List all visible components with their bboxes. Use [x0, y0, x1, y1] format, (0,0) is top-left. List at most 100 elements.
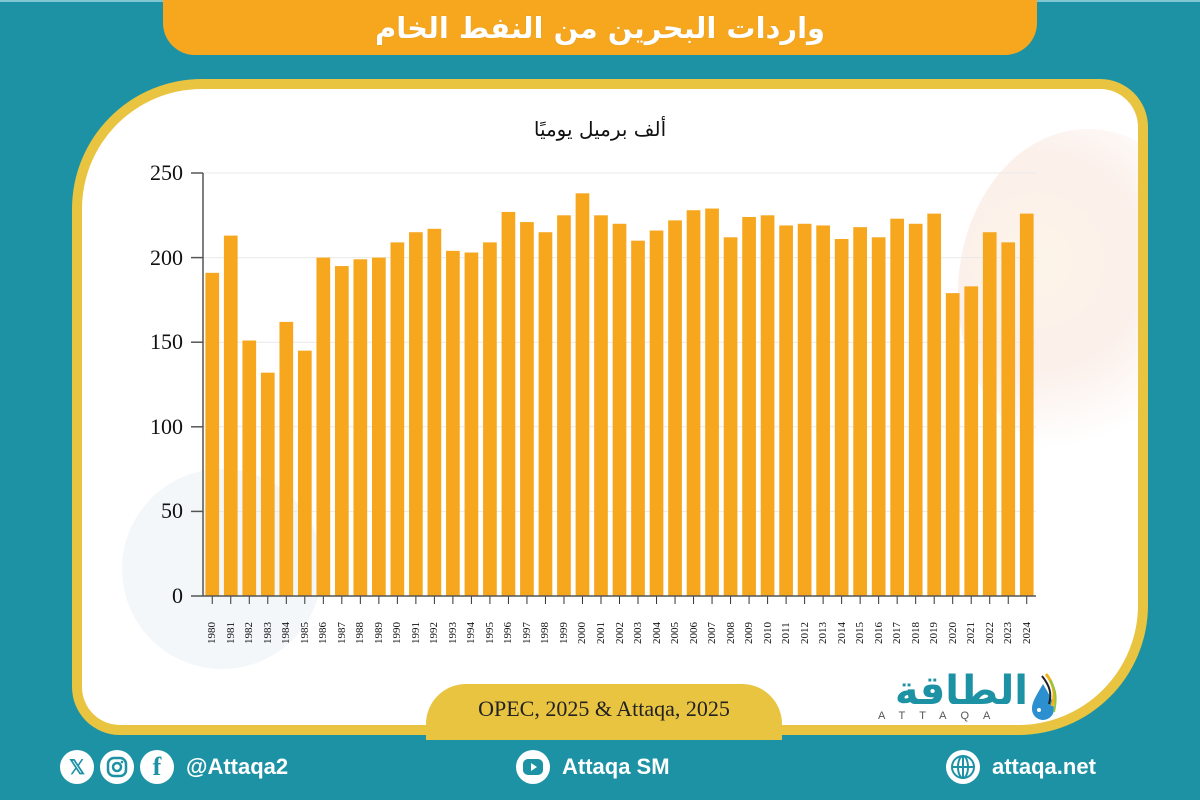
bar: [612, 223, 627, 596]
bar: [594, 215, 608, 597]
bar: [353, 259, 368, 596]
x-tick-label: 2003: [632, 622, 644, 644]
x-tick-label: 2006: [687, 622, 700, 644]
youtube-link[interactable]: Attaqa SM: [516, 750, 670, 784]
bar: [242, 340, 257, 596]
bar: [501, 211, 516, 596]
x-tick-label: 2021: [965, 622, 978, 644]
logo-arabic-text: الطاقة: [894, 668, 1028, 714]
x-tick-label: 1992: [428, 622, 441, 644]
x-tick-label: 2012: [798, 622, 811, 644]
x-tick-label: 2016: [872, 622, 885, 644]
bar: [705, 208, 719, 597]
x-tick-label: 1981: [224, 622, 237, 644]
bar: [649, 230, 664, 596]
chart-title: واردات البحرين من النفط الخام: [374, 10, 826, 45]
bar: [797, 223, 812, 596]
bar: [446, 250, 460, 596]
x-tick-label: 2011: [780, 622, 793, 644]
bar: [1001, 242, 1016, 596]
x-tick-label: 2007: [706, 622, 719, 644]
bar: [816, 225, 830, 596]
bar: [945, 293, 960, 596]
bar: [834, 238, 849, 596]
x-tick-label: 2013: [817, 622, 830, 644]
bar: [871, 237, 886, 596]
x-tick-label: 1990: [391, 622, 404, 644]
bar: [760, 215, 775, 597]
x-tick-label: 2010: [761, 622, 774, 644]
x-tick-label: 2015: [854, 622, 867, 644]
y-tick-label: 50: [161, 498, 183, 524]
y-tick-label: 250: [150, 160, 183, 185]
y-axis-unit-label: ألف برميل يوميًا: [533, 117, 667, 141]
x-tick-label: 1995: [483, 622, 496, 644]
y-tick-label: 100: [150, 413, 183, 439]
instagram-icon[interactable]: [100, 750, 134, 784]
bar: [316, 257, 331, 596]
source-text: OPEC, 2025 & Attaqa, 2025: [478, 696, 730, 721]
x-tick-label: 2009: [743, 622, 756, 644]
bar: [427, 228, 442, 596]
x-tick-label: 1998: [539, 622, 552, 644]
x-tick-label: 1980: [206, 622, 219, 644]
x-tick-label: 1994: [465, 622, 478, 644]
x-tick-label: 2022: [983, 622, 996, 644]
bar: [279, 321, 294, 596]
x-tick-label: 1993: [446, 622, 459, 644]
website-link[interactable]: attaqa.net: [946, 750, 1096, 784]
facebook-icon[interactable]: f: [140, 750, 174, 784]
bar: [390, 242, 405, 596]
footer: 𝕏 f @Attaqa2 Attaqa SM attaqa.net: [0, 740, 1200, 800]
x-tick-label: 2008: [724, 622, 737, 644]
bar: [1019, 213, 1034, 596]
bar: [557, 215, 571, 597]
youtube-channel[interactable]: Attaqa SM: [562, 754, 670, 779]
x-icon[interactable]: 𝕏: [60, 750, 94, 784]
title-banner: واردات البحرين من النفط الخام: [163, 0, 1037, 55]
bar: [409, 232, 423, 596]
y-tick-label: 0: [172, 583, 183, 608]
x-tick-label: 1988: [354, 622, 367, 644]
bar: [890, 218, 905, 596]
x-tick-label: 2000: [576, 622, 589, 644]
bar: [575, 193, 590, 596]
bar: [723, 237, 738, 596]
bar: [205, 272, 220, 596]
x-tick-label: 1983: [261, 622, 274, 644]
youtube-icon[interactable]: [516, 750, 550, 784]
y-tick-label: 150: [150, 329, 183, 355]
bar: [742, 216, 756, 596]
x-tick-label: 2017: [891, 622, 904, 644]
bar: [927, 213, 942, 596]
source-badge: OPEC, 2025 & Attaqa, 2025: [426, 684, 782, 740]
social-handle[interactable]: @Attaqa2: [186, 754, 289, 779]
x-tick-label: 1996: [502, 622, 515, 644]
bar: [779, 225, 793, 596]
bar: [631, 240, 645, 596]
logo-flame-drop-icon: [1032, 673, 1057, 720]
x-tick-label: 1984: [280, 622, 293, 644]
x-tick-label: 2004: [650, 622, 663, 644]
bar: [372, 257, 386, 596]
x-tick-label: 2005: [669, 622, 682, 644]
bar: [964, 286, 979, 596]
website-url[interactable]: attaqa.net: [992, 754, 1096, 779]
x-tick-label: 1997: [520, 622, 533, 644]
chart-panel: [82, 89, 1138, 725]
bar: [686, 210, 701, 596]
x-tick-label: 1999: [557, 622, 570, 644]
x-tick-label: 2002: [613, 622, 626, 644]
bar: [982, 232, 997, 596]
x-tick-label: 2024: [1020, 622, 1033, 644]
x-tick-label: 1986: [317, 622, 330, 644]
x-tick-label: 1989: [372, 622, 385, 644]
globe-icon[interactable]: [946, 750, 980, 784]
x-tick-label: 2019: [928, 622, 941, 644]
y-tick-label: 200: [150, 244, 183, 270]
bar: [297, 350, 312, 596]
x-tick-label: 1982: [243, 622, 256, 644]
bar: [538, 232, 553, 596]
